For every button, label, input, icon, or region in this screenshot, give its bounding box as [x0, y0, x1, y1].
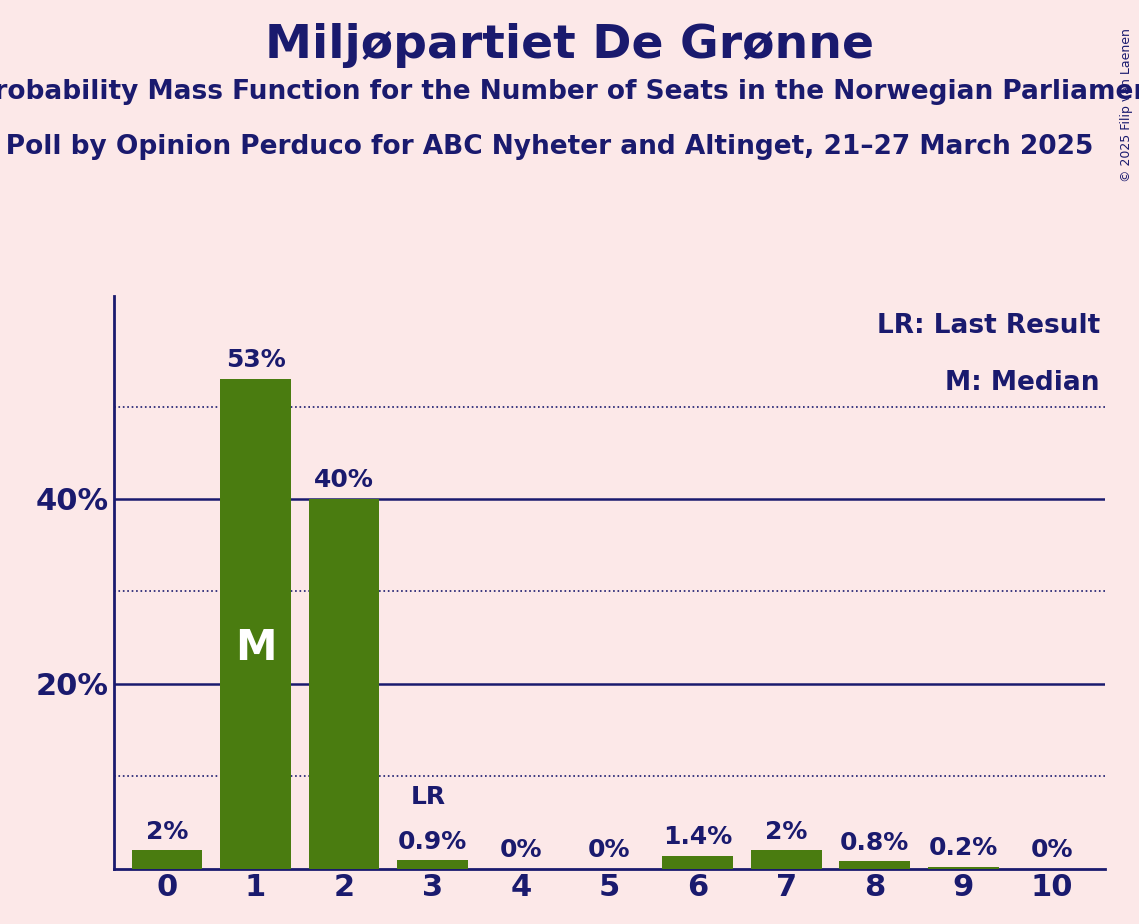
- Text: 0.8%: 0.8%: [841, 831, 909, 855]
- Bar: [839, 861, 910, 869]
- Text: 0%: 0%: [1031, 838, 1073, 862]
- Text: M: M: [235, 627, 277, 669]
- Bar: [309, 499, 379, 869]
- Text: 53%: 53%: [226, 348, 286, 372]
- Text: M: Median: M: Median: [945, 371, 1100, 396]
- Text: 0%: 0%: [588, 838, 631, 862]
- Bar: [751, 850, 821, 869]
- Bar: [928, 867, 999, 869]
- Text: Based on an Opinion Poll by Opinion Perduco for ABC Nyheter and Altinget, 21–27 : Based on an Opinion Poll by Opinion Perd…: [0, 134, 1093, 160]
- Text: LR: LR: [410, 785, 445, 809]
- Text: 1.4%: 1.4%: [663, 825, 732, 849]
- Text: 0.9%: 0.9%: [398, 830, 467, 854]
- Bar: [132, 850, 203, 869]
- Text: 40%: 40%: [314, 468, 374, 492]
- Text: 2%: 2%: [765, 820, 808, 844]
- Bar: [220, 379, 290, 869]
- Text: 2%: 2%: [146, 820, 188, 844]
- Text: LR: Last Result: LR: Last Result: [877, 313, 1100, 339]
- Text: © 2025 Filip van Laenen: © 2025 Filip van Laenen: [1121, 28, 1133, 182]
- Text: 0.2%: 0.2%: [928, 836, 998, 860]
- Bar: [398, 860, 468, 869]
- Text: Miljøpartiet De Grønne: Miljøpartiet De Grønne: [265, 23, 874, 68]
- Bar: [663, 856, 734, 869]
- Text: 0%: 0%: [500, 838, 542, 862]
- Text: Probability Mass Function for the Number of Seats in the Norwegian Parliament: Probability Mass Function for the Number…: [0, 79, 1139, 104]
